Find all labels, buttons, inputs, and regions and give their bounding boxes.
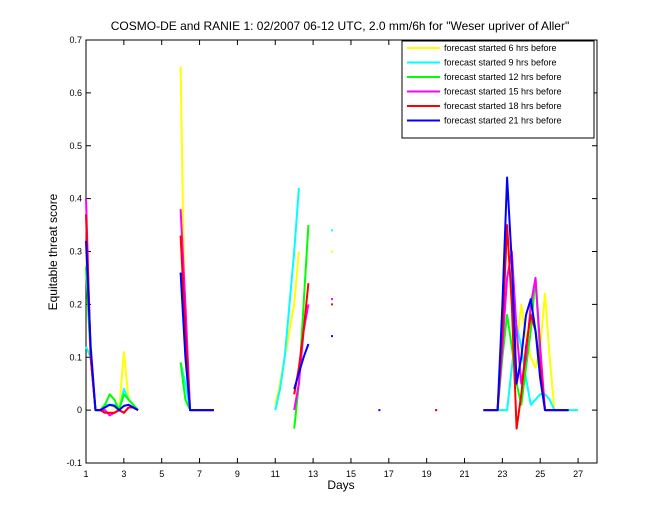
x-tick-label: 5 xyxy=(159,469,164,479)
x-tick-label: 15 xyxy=(346,469,356,479)
x-tick-label: 9 xyxy=(235,469,240,479)
legend-box xyxy=(401,40,595,139)
series-6 xyxy=(85,176,569,412)
x-axis-label: Days xyxy=(327,478,354,492)
series-point xyxy=(331,229,334,232)
legend-label: forecast started 15 hrs before xyxy=(444,87,562,97)
x-tick-label: 3 xyxy=(121,469,126,479)
x-tick-label: 13 xyxy=(308,469,318,479)
plot-area: 1 3 5 7 9 11 13 15 17 19 21 23 25 27-0.100.10.20.30.4… xyxy=(66,35,598,479)
legend: forecast started 6 hrs before forecast st… xyxy=(401,40,595,139)
series-point xyxy=(331,250,334,253)
x-tick-label: 11 xyxy=(271,469,280,479)
legend-label: forecast started 21 hrs before xyxy=(444,116,562,126)
y-tick-label: 0.5 xyxy=(69,141,82,151)
series-line xyxy=(483,176,569,412)
x-tick-label: 17 xyxy=(384,469,394,479)
y-tick-label: 0.6 xyxy=(69,88,82,98)
legend-label: forecast started 6 hrs before xyxy=(444,43,557,53)
series-point xyxy=(331,335,334,338)
series-line xyxy=(293,304,310,411)
series-line xyxy=(85,240,139,412)
legend-label: forecast started 9 hrs before xyxy=(444,58,557,68)
legend-label: forecast started 18 hrs before xyxy=(444,101,562,111)
series-point xyxy=(331,298,334,301)
series-line xyxy=(179,272,214,412)
series-line xyxy=(293,343,310,390)
x-tick-label: 7 xyxy=(197,469,202,479)
y-tick-label: -0.1 xyxy=(66,458,82,468)
y-tick-label: 0.4 xyxy=(69,194,82,204)
y-tick-label: 0.1 xyxy=(69,352,82,362)
legend-label: forecast started 12 hrs before xyxy=(444,72,562,82)
x-tick-label: 27 xyxy=(573,469,583,479)
series-point xyxy=(331,303,334,306)
x-tick-label: 1 xyxy=(83,469,88,479)
y-tick-label: 0 xyxy=(77,405,82,415)
x-tick-label: 23 xyxy=(497,469,507,479)
series-point xyxy=(378,409,381,412)
y-tick-label: 0.2 xyxy=(69,299,82,309)
y-tick-label: 0.7 xyxy=(69,35,82,45)
y-tick-label: 0.3 xyxy=(69,247,82,257)
series-point xyxy=(435,409,438,412)
x-tick-label: 25 xyxy=(535,469,545,479)
series-line xyxy=(274,188,300,411)
x-tick-label: 21 xyxy=(460,469,470,479)
x-tick-label: 19 xyxy=(422,469,432,479)
series-line xyxy=(274,251,300,406)
chart-title: COSMO-DE and RANIE 1: 02/2007 06-12 UTC,… xyxy=(111,19,569,33)
y-axis-label: Equitable threat score xyxy=(46,193,60,310)
